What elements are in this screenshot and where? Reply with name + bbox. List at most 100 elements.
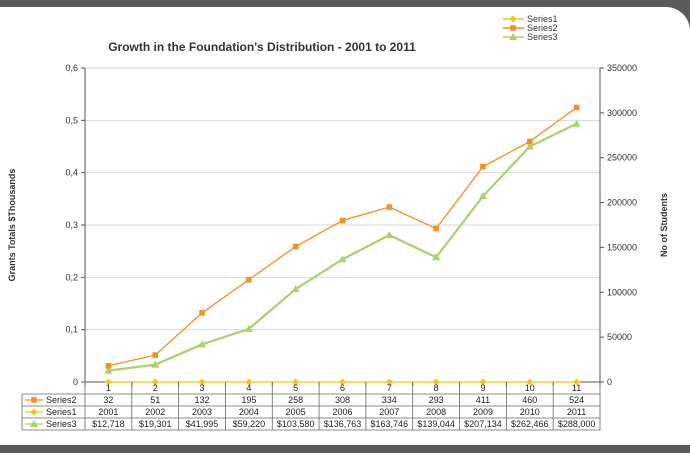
gridlines [85, 67, 600, 383]
right-tick-label: 350000 [607, 63, 637, 73]
row-legend-marker [30, 420, 38, 427]
data-point [478, 192, 487, 200]
data-point [245, 378, 253, 386]
top-frame [0, 0, 690, 7]
data-point [433, 225, 439, 232]
legend-item: Series2 [503, 23, 558, 33]
x-tick-label: 10 [525, 383, 535, 393]
chart-panel [0, 7, 690, 445]
chart-title: Growth in the Foundation's Distribution … [108, 40, 416, 54]
right-tick-label: 50000 [607, 332, 632, 342]
table-cell: $207,134 [464, 419, 502, 429]
table-cell: $41,995 [186, 419, 219, 429]
x-tick-label: 11 [572, 383, 581, 393]
legend-label: Series1 [527, 14, 558, 24]
x-tick-label: 1 [106, 383, 111, 393]
right-tick-label: 150000 [607, 242, 637, 252]
right-tick-label: 100000 [607, 287, 637, 297]
data-point [152, 352, 159, 358]
left-tick-label: 0,1 [65, 325, 78, 335]
data-point [432, 253, 441, 261]
table-cell: 2001 [98, 407, 118, 417]
data-point [198, 340, 207, 348]
x-tick-label: 3 [200, 383, 205, 393]
row-label: Series3 [46, 419, 77, 429]
data-point [338, 255, 347, 263]
data-point [573, 378, 581, 386]
table-cell: $103,580 [277, 419, 315, 429]
series-line [108, 106, 577, 367]
legend-marker [510, 25, 516, 31]
x-tick-label: 8 [434, 383, 439, 393]
table-cell: 258 [288, 395, 303, 405]
table-cell: 524 [569, 395, 584, 405]
data-point [199, 310, 205, 316]
right-tick-label: 0 [607, 377, 612, 387]
row-legend-marker [31, 397, 37, 403]
left-tick-label: 0 [73, 377, 78, 387]
legend-label: Series2 [527, 23, 558, 33]
data-table: 1 2 3 4 5 6 7 8 9 10 11 Series2 32 51 132 195 258 308 334 2… [21, 382, 601, 431]
table-row: Series3 $12,718 $19,301 $41,995 $59,220 $103,… [25, 419, 595, 429]
series-series3 [104, 119, 581, 374]
right-tick-label: 250000 [607, 153, 637, 163]
data-point [339, 378, 346, 386]
data-point [104, 366, 113, 374]
table-cell: 2005 [286, 407, 306, 417]
table-cell: 32 [103, 395, 113, 405]
data-point [244, 324, 253, 332]
table-row: Series2 32 51 132 195 258 308 334 293 411 460 524 [25, 395, 584, 405]
data-point [385, 231, 394, 239]
right-tick-label: 300000 [607, 108, 637, 118]
series-layer [104, 104, 581, 386]
table-cell: 308 [335, 395, 350, 405]
data-point [432, 378, 440, 386]
data-point [292, 243, 299, 250]
data-point [526, 378, 534, 386]
table-row: Series1 2001 2002 2003 2004 2005 2006 2007 2008 2… [25, 407, 586, 417]
data-point [105, 363, 112, 369]
data-point [292, 378, 300, 386]
table-cell: $163,746 [371, 419, 409, 429]
data-point [525, 142, 534, 150]
series-series1 [104, 378, 581, 386]
data-point [151, 378, 159, 386]
data-point [386, 204, 393, 210]
data-point [198, 378, 206, 386]
x-tick-label: 5 [293, 383, 298, 393]
table-cell: 2007 [379, 407, 399, 417]
row-label: Series1 [46, 407, 77, 417]
data-point [572, 119, 581, 127]
data-point [291, 285, 300, 293]
table-cell: $288,000 [558, 419, 596, 429]
x-tick-label: 6 [340, 383, 345, 393]
table-cell: $139,044 [417, 419, 455, 429]
data-point [573, 104, 580, 111]
left-axis-label: Grants Totals $Thousands [7, 169, 17, 282]
legend-item: Series3 [503, 32, 558, 42]
series-series2 [105, 104, 580, 369]
table-cell: 293 [429, 395, 444, 405]
table-cell: 132 [195, 395, 210, 405]
right-tick-label: 200000 [607, 198, 637, 208]
x-tick-label: 9 [480, 383, 485, 393]
table-cell: 334 [382, 395, 397, 405]
left-tick-label: 0,4 [65, 168, 78, 178]
data-point [385, 378, 393, 386]
x-tick-label: 4 [246, 383, 251, 393]
table-cell: 460 [522, 395, 537, 405]
table-cell: $19,301 [139, 419, 172, 429]
data-point [479, 378, 487, 386]
table-cell: $262,466 [511, 419, 549, 429]
legend-marker [509, 15, 517, 23]
table-cell: 2009 [473, 407, 493, 417]
table-cell: 51 [150, 395, 160, 405]
row-label: Series2 [46, 395, 77, 405]
left-tick-label: 0,3 [65, 220, 78, 230]
table-cell: 2006 [332, 407, 352, 417]
data-point [339, 217, 346, 224]
left-tick-label: 0,6 [65, 63, 78, 73]
data-point [151, 360, 160, 368]
